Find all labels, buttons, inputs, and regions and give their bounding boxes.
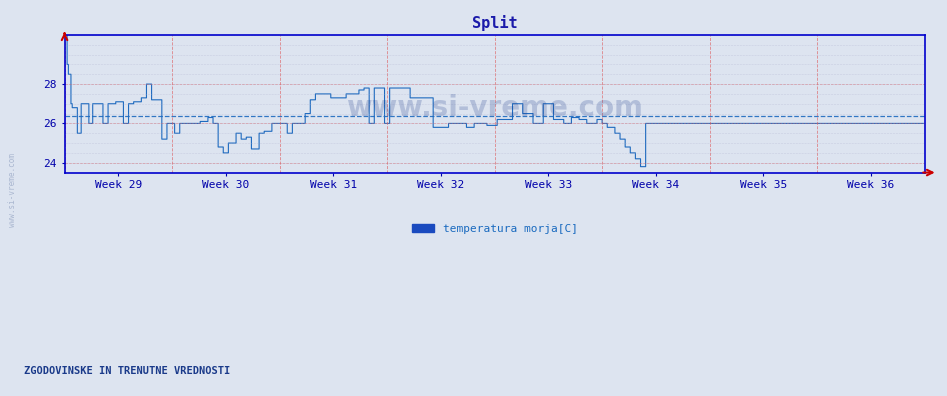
Title: Split: Split [472,15,517,31]
Text: ZGODOVINSKE IN TRENUTNE VREDNOSTI: ZGODOVINSKE IN TRENUTNE VREDNOSTI [24,366,230,376]
Text: www.si-vreme.com: www.si-vreme.com [8,153,17,227]
Legend: temperatura morja[C]: temperatura morja[C] [407,220,582,238]
Text: www.si-vreme.com: www.si-vreme.com [346,94,643,122]
